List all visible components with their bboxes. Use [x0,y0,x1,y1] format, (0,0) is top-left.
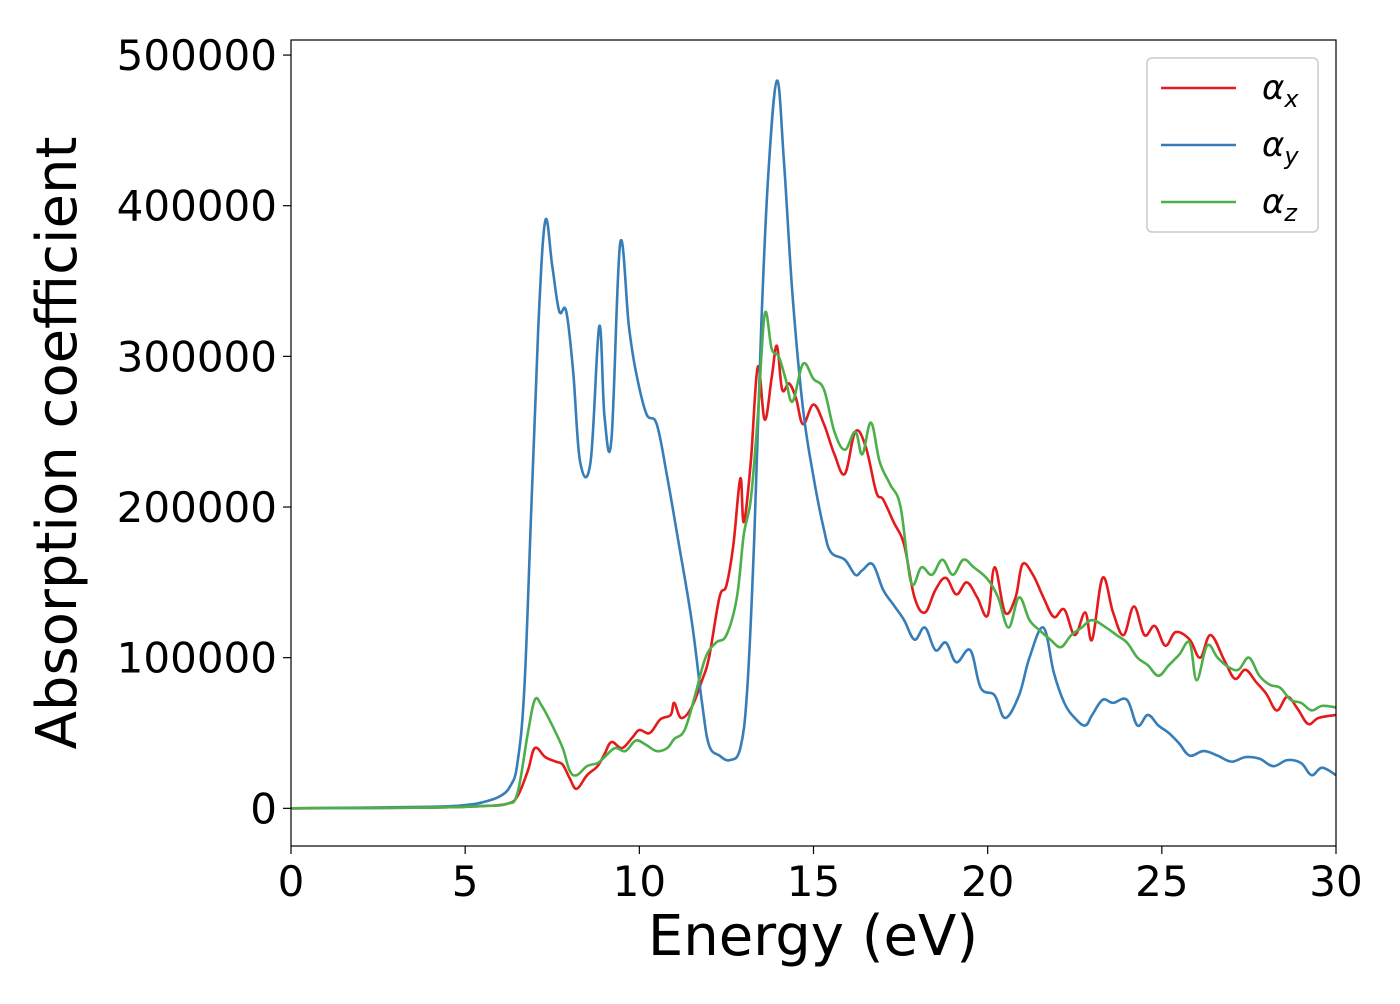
ticks-layer: 0 5 10 15 20 25 30 0 100000 200000 300000 400000 500… [117,31,1363,906]
x-tick-label: 0 [278,857,305,906]
series-line-alpha-x [291,344,1336,810]
x-axis-label: Energy (eV) [648,904,978,969]
y-axis-label: Absorption coefficient [25,137,90,750]
y-tick-label: 0 [250,784,277,833]
x-tick-label: 20 [961,857,1014,906]
y-tick-label: 300000 [117,332,277,381]
y-tick-label: 100000 [117,634,277,683]
legend-label-alpha-x: αx [1262,68,1299,113]
y-tick-label: 500000 [117,31,277,80]
x-tick-label: 5 [452,857,479,906]
y-tick-label: 400000 [117,182,277,231]
x-tick-label: 15 [787,857,840,906]
x-tick-label: 30 [1309,857,1362,906]
x-tick-label: 25 [1135,857,1188,906]
y-tick-label: 200000 [117,483,277,532]
series-layer [291,79,1336,810]
series-line-alpha-y [291,79,1336,810]
x-tick-label: 10 [613,857,666,906]
series-line-alpha-z [291,310,1336,810]
